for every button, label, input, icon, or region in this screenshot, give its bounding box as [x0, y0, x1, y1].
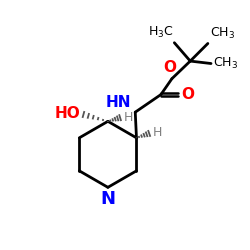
- Text: HN: HN: [106, 95, 132, 110]
- Text: CH$_3$: CH$_3$: [210, 26, 235, 41]
- Text: O: O: [164, 60, 176, 75]
- Text: H: H: [124, 111, 133, 124]
- Text: H$_3$C: H$_3$C: [148, 25, 173, 40]
- Text: CH$_3$: CH$_3$: [214, 56, 238, 71]
- Text: HO: HO: [55, 106, 80, 121]
- Text: H: H: [152, 126, 162, 140]
- Text: N: N: [100, 190, 116, 208]
- Text: O: O: [181, 87, 194, 102]
